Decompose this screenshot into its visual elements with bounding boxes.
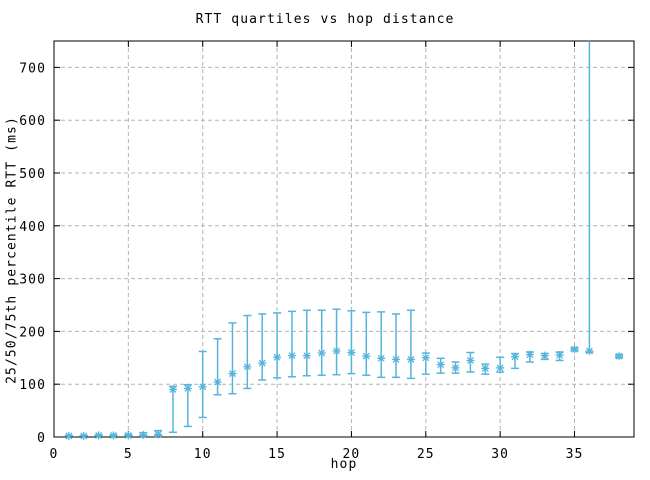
marker-asterisk: [362, 352, 370, 360]
marker-asterisk: [139, 431, 147, 439]
marker-asterisk: [585, 347, 593, 355]
marker-asterisk: [541, 352, 549, 360]
plot-border: [53, 40, 635, 438]
x-tick-label: 20: [343, 447, 361, 462]
data-point-hop-38: [615, 352, 624, 361]
marker-asterisk: [80, 432, 88, 440]
marker-asterisk: [110, 431, 117, 439]
data-point-hop-1: [64, 431, 73, 440]
data-point-hop-10: [198, 350, 207, 419]
data-point-hop-24: [406, 309, 415, 380]
marker-asterisk: [184, 384, 192, 392]
data-point-hop-21: [362, 311, 371, 376]
marker-asterisk: [496, 364, 504, 372]
data-point-hop-4: [109, 431, 118, 440]
x-tick-label: 5: [124, 447, 133, 462]
data-point-hop-20: [347, 310, 356, 375]
data-point-hop-18: [317, 309, 326, 376]
data-point-hop-36: [585, 41, 594, 355]
data-point-hop-19: [332, 308, 341, 376]
marker-asterisk: [466, 356, 474, 364]
data-point-hop-15: [273, 312, 282, 379]
marker-asterisk: [154, 430, 162, 438]
x-tick-label: 25: [417, 447, 435, 462]
marker-asterisk: [273, 353, 281, 361]
marker-asterisk: [303, 352, 311, 360]
data-point-hop-8: [168, 385, 177, 433]
marker-asterisk: [526, 351, 534, 359]
marker-asterisk: [124, 431, 132, 439]
data-point-hop-7: [154, 429, 163, 439]
y-tick-label: 700: [19, 61, 46, 76]
marker-asterisk: [243, 363, 251, 371]
marker-asterisk: [199, 383, 207, 391]
data-point-hop-32: [525, 350, 534, 363]
marker-asterisk: [214, 378, 222, 386]
data-point-hop-14: [258, 313, 267, 381]
x-tick-label: 0: [50, 447, 59, 462]
data-point-hop-34: [555, 351, 564, 362]
marker-asterisk: [333, 347, 341, 355]
x-tick-label: 35: [566, 447, 584, 462]
data-point-hop-9: [183, 383, 192, 428]
data-point-hop-35: [570, 345, 579, 354]
x-tick-label: 15: [268, 447, 286, 462]
data-point-hop-2: [79, 431, 88, 440]
data-point-hop-22: [377, 311, 386, 379]
y-tick-label: 200: [19, 325, 46, 340]
data-point-hop-3: [94, 431, 103, 440]
x-tick-label: 10: [194, 447, 212, 462]
data-point-hop-27: [451, 361, 460, 374]
data-point-hop-12: [228, 322, 237, 395]
data-point-hop-33: [540, 351, 549, 361]
data-point-hop-28: [466, 351, 475, 373]
marker-asterisk: [556, 351, 564, 359]
marker-asterisk: [229, 370, 236, 378]
chart-title: RTT quartiles vs hop distance: [195, 12, 455, 27]
marker-asterisk: [392, 355, 400, 363]
data-point-hop-26: [436, 357, 445, 374]
data-point-hop-16: [287, 310, 296, 378]
data-point-hop-5: [124, 431, 133, 440]
marker-asterisk: [407, 355, 415, 363]
data-point-hop-17: [302, 309, 311, 377]
data-point-hop-11: [213, 338, 222, 396]
y-tick-label: 0: [37, 431, 46, 446]
y-tick-label: 600: [19, 114, 46, 129]
marker-asterisk: [65, 432, 73, 440]
data-point-hop-30: [496, 356, 505, 373]
marker-asterisk: [437, 361, 445, 369]
y-tick-label: 300: [19, 273, 46, 288]
marker-asterisk: [318, 349, 326, 357]
data-point-hop-23: [392, 313, 401, 379]
marker-asterisk: [452, 364, 459, 372]
marker-asterisk: [481, 364, 489, 372]
marker-asterisk: [288, 352, 296, 360]
marker-asterisk: [347, 349, 355, 356]
marker-asterisk: [571, 345, 578, 353]
data-point-hop-31: [511, 352, 520, 370]
data-point-hop-25: [421, 352, 430, 375]
y-tick-label: 400: [19, 220, 46, 235]
data-point-hop-13: [243, 314, 252, 390]
data-point-hop-29: [481, 363, 490, 375]
marker-asterisk: [169, 386, 177, 393]
marker-asterisk: [95, 431, 103, 439]
x-tick-label: 30: [491, 447, 509, 462]
y-tick-label: 100: [19, 378, 46, 393]
x-axis-label: hop: [330, 457, 358, 472]
data-point-hop-6: [139, 430, 148, 439]
rtt-series: [64, 41, 624, 440]
marker-asterisk: [258, 359, 266, 367]
y-tick-label: 500: [19, 167, 46, 182]
marker-asterisk: [422, 354, 430, 362]
marker-asterisk: [511, 353, 519, 361]
marker-asterisk: [615, 352, 623, 360]
marker-asterisk: [377, 354, 385, 362]
